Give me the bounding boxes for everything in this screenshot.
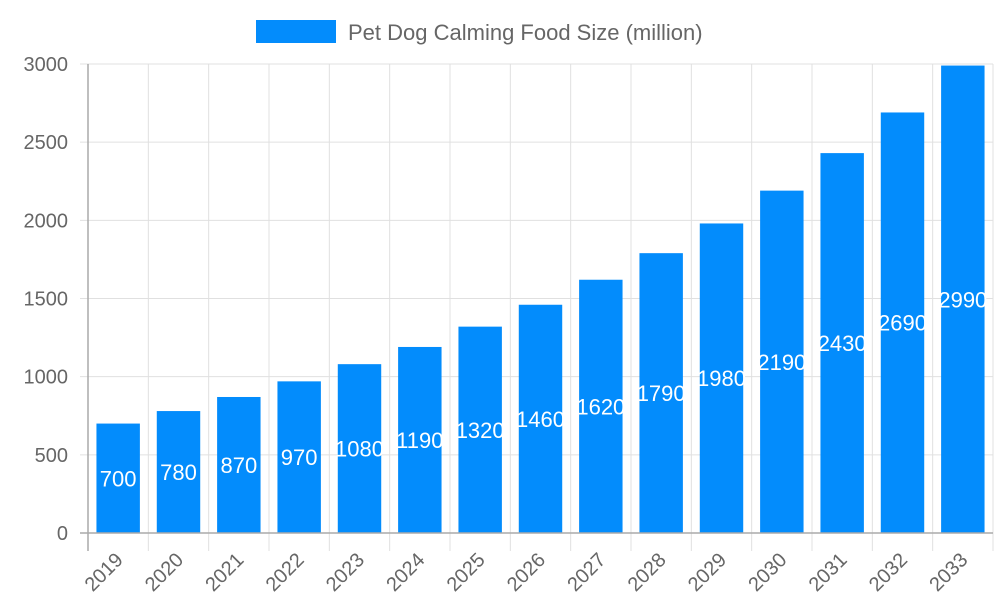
data-label: 780 — [160, 460, 197, 485]
x-tick-label: 2033 — [925, 549, 972, 596]
data-label: 1460 — [516, 407, 565, 432]
legend-label: Pet Dog Calming Food Size (million) — [348, 20, 703, 45]
bar — [156, 411, 201, 533]
bar — [579, 279, 623, 533]
data-label: 1190 — [396, 428, 443, 453]
grid — [80, 63, 994, 551]
y-tick-label: 1500 — [24, 289, 69, 311]
data-label: 2690 — [878, 311, 927, 336]
bar — [760, 190, 804, 533]
legend[interactable]: Pet Dog Calming Food Size (million) — [256, 20, 703, 45]
legend-swatch — [256, 20, 336, 43]
bar — [639, 253, 683, 533]
y-tick-label: 0 — [57, 523, 68, 545]
data-label: 1620 — [576, 394, 625, 419]
x-tick-label: 2024 — [382, 549, 429, 596]
bar — [458, 326, 502, 533]
bar — [96, 423, 140, 533]
x-tick-label: 2019 — [81, 549, 128, 596]
x-tick-label: 2022 — [262, 549, 309, 596]
data-label: 1790 — [637, 381, 686, 406]
bar — [277, 381, 321, 533]
y-tick-label: 1000 — [24, 367, 69, 389]
x-tick-label: 2030 — [744, 549, 791, 596]
bar — [880, 112, 925, 534]
bars: 700 780 870 970 1080 1190 1320 1460 1620 1790 1980… — [96, 65, 987, 534]
data-label: 970 — [281, 445, 318, 470]
bar — [398, 346, 442, 533]
data-label: 700 — [100, 466, 137, 491]
bar — [941, 65, 985, 534]
data-label: 1980 — [697, 366, 746, 391]
x-tick-label: 2028 — [624, 549, 671, 596]
bar — [217, 396, 261, 533]
y-tick-label: 2500 — [24, 132, 69, 154]
data-label: 2190 — [757, 350, 806, 375]
x-tick-label: 2025 — [443, 549, 490, 596]
bar — [820, 153, 864, 534]
data-label: 2990 — [938, 287, 987, 312]
bar — [518, 304, 563, 533]
x-tick-label: 2032 — [865, 549, 912, 596]
y-tick-label: 500 — [35, 445, 68, 467]
x-tick-label: 2027 — [563, 549, 610, 596]
x-tick-label: 2029 — [684, 549, 731, 596]
y-tick-label: 3000 — [24, 54, 69, 76]
bar — [337, 364, 382, 533]
x-tick-label: 2021 — [201, 549, 248, 596]
x-tick-label: 2023 — [322, 549, 369, 596]
data-label: 1320 — [456, 418, 505, 443]
bar — [699, 223, 744, 533]
x-tick-label: 2020 — [141, 549, 188, 596]
data-label: 870 — [220, 453, 257, 478]
data-label: 1080 — [335, 437, 384, 462]
x-tick-label: 2031 — [805, 549, 852, 596]
x-tick-label: 2026 — [503, 549, 550, 596]
y-tick-label: 2000 — [24, 210, 69, 232]
data-label: 2430 — [818, 331, 867, 356]
